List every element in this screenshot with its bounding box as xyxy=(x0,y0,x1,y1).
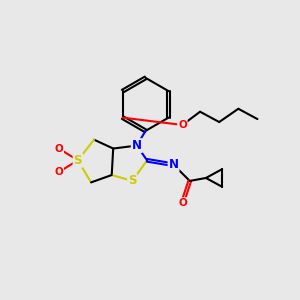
Text: O: O xyxy=(178,120,187,130)
Text: O: O xyxy=(178,198,187,208)
Text: S: S xyxy=(74,154,82,167)
Text: O: O xyxy=(54,167,63,177)
Text: N: N xyxy=(169,158,178,171)
Text: N: N xyxy=(132,139,142,152)
Text: O: O xyxy=(54,143,63,154)
Text: S: S xyxy=(128,174,136,188)
